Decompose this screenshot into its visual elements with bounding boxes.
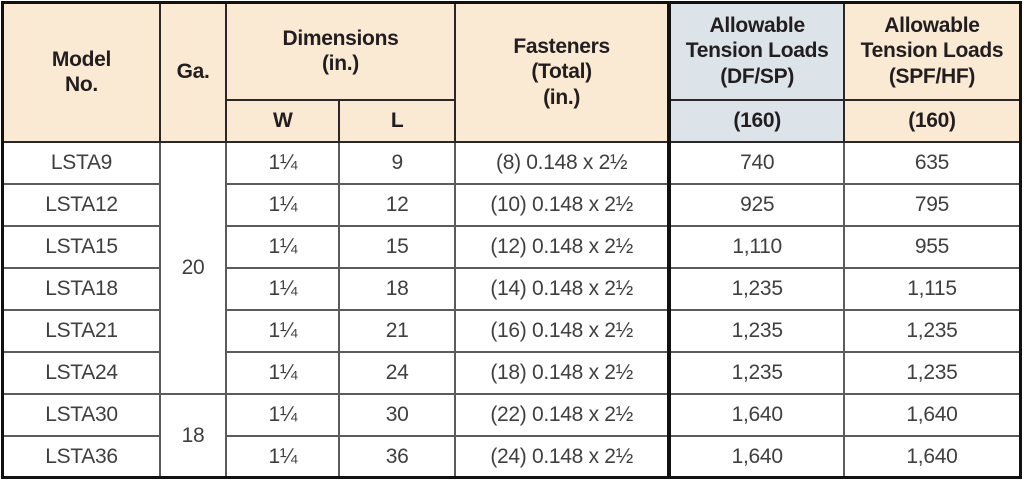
- spf-hf-load-cell: 795: [842, 182, 1022, 227]
- df-sp-load-cell: 740: [667, 140, 845, 185]
- header-df-sp-load-rating: (160): [667, 98, 845, 143]
- gauge-cell: 20: [158, 140, 228, 395]
- header-tension-spf-hf: Allowable Tension Loads (SPF/HF): [842, 1, 1022, 101]
- spf-hf-load-cell: 1,115: [842, 266, 1022, 311]
- header-length: L: [338, 98, 456, 143]
- width-cell: 1¼: [225, 266, 341, 311]
- fasteners-cell: (14) 0.148 x 2½: [453, 266, 671, 311]
- df-sp-load-cell: 1,235: [667, 350, 845, 395]
- header-tension-df-sp: Allowable Tension Loads (DF/SP): [667, 1, 845, 101]
- length-cell: 9: [338, 140, 456, 185]
- width-cell: 1¼: [225, 350, 341, 395]
- df-sp-load-cell: 1,235: [667, 308, 845, 353]
- table-row: LSTA30 18 1¼ 30 (22) 0.148 x 2½ 1,640 1,…: [1, 392, 1022, 479]
- width-cell: 1¼: [225, 182, 341, 227]
- header-row-sub: W L (160) (160): [3, 98, 1022, 143]
- spf-hf-load-cell: 1,640: [842, 392, 1022, 437]
- length-cell: 30: [338, 392, 456, 437]
- header-row-main: Model No. Ga. Dimensions (in.) Fasteners…: [1, 1, 1022, 143]
- spf-hf-load-cell: 635: [842, 140, 1022, 185]
- df-sp-load-cell: 1,640: [667, 434, 845, 479]
- width-cell: 1¼: [225, 224, 341, 269]
- width-cell: 1¼: [225, 434, 341, 479]
- length-cell: 18: [338, 266, 456, 311]
- table-row: LSTA18 1¼ 18 (14) 0.148 x 2½ 1,235 1,115: [1, 266, 1022, 311]
- fasteners-cell: (8) 0.148 x 2½: [453, 140, 671, 185]
- table-row: LSTA15 1¼ 15 (12) 0.148 x 2½ 1,110 955: [1, 224, 1022, 269]
- df-sp-load-cell: 1,640: [667, 392, 845, 437]
- header-fasteners: Fasteners (Total) (in.): [453, 1, 671, 143]
- fasteners-cell: (12) 0.148 x 2½: [453, 224, 671, 269]
- df-sp-load-cell: 925: [667, 182, 845, 227]
- length-cell: 36: [338, 434, 456, 479]
- model-cell: LSTA36: [1, 434, 161, 479]
- fasteners-cell: (22) 0.148 x 2½: [453, 392, 671, 437]
- spf-hf-load-cell: 955: [842, 224, 1022, 269]
- header-gauge: Ga.: [158, 1, 228, 143]
- table-row: LSTA24 1¼ 24 (18) 0.148 x 2½ 1,235 1,235: [1, 350, 1022, 395]
- width-cell: 1¼: [225, 140, 341, 185]
- model-cell: LSTA30: [1, 392, 161, 437]
- model-cell: LSTA24: [1, 350, 161, 395]
- model-cell: LSTA21: [1, 308, 161, 353]
- length-cell: 12: [338, 182, 456, 227]
- model-cell: LSTA18: [1, 266, 161, 311]
- table-row: LSTA21 1¼ 21 (16) 0.148 x 2½ 1,235 1,235: [1, 308, 1022, 353]
- fasteners-cell: (10) 0.148 x 2½: [453, 182, 671, 227]
- spf-hf-load-cell: 1,235: [842, 308, 1022, 353]
- width-cell: 1¼: [225, 308, 341, 353]
- model-cell: LSTA9: [1, 140, 161, 185]
- spf-hf-load-cell: 1,235: [842, 350, 1022, 395]
- width-cell: 1¼: [225, 392, 341, 437]
- header-spf-hf-load-rating: (160): [842, 98, 1022, 143]
- fasteners-cell: (16) 0.148 x 2½: [453, 308, 671, 353]
- length-cell: 24: [338, 350, 456, 395]
- length-cell: 21: [338, 308, 456, 353]
- table-header: Model No. Ga. Dimensions (in.) Fasteners…: [1, 1, 1022, 143]
- spf-hf-load-cell: 1,640: [842, 434, 1022, 479]
- table-row: LSTA12 1¼ 12 (10) 0.148 x 2½ 925 795: [1, 182, 1022, 227]
- df-sp-load-cell: 1,110: [667, 224, 845, 269]
- table-row: LSTA36 1¼ 36 (24) 0.148 x 2½ 1,640 1,640: [1, 434, 1022, 479]
- table-body: LSTA9 20 1¼ 9 (8) 0.148 x 2½ 740 635 LST…: [1, 140, 1022, 479]
- header-dimensions: Dimensions (in.): [225, 1, 456, 101]
- table-row: LSTA9 20 1¼ 9 (8) 0.148 x 2½ 740 635: [1, 140, 1022, 395]
- gauge-cell: 18: [158, 392, 228, 479]
- header-model-no: Model No.: [1, 1, 161, 143]
- model-cell: LSTA15: [1, 224, 161, 269]
- model-cell: LSTA12: [1, 182, 161, 227]
- fasteners-cell: (18) 0.148 x 2½: [453, 350, 671, 395]
- length-cell: 15: [338, 224, 456, 269]
- header-width: W: [225, 98, 341, 143]
- fasteners-cell: (24) 0.148 x 2½: [453, 434, 671, 479]
- df-sp-load-cell: 1,235: [667, 266, 845, 311]
